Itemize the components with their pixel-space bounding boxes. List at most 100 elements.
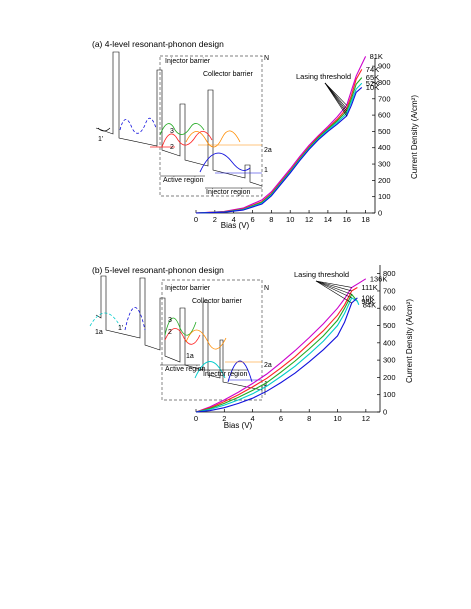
y-tick-label: 700 [383, 286, 396, 295]
panel-b-inset-label-1a-left: 1a [95, 329, 103, 336]
series-line-98K [195, 293, 358, 413]
series-label-65K: 65K [366, 73, 379, 82]
threshold-pointer-98K [315, 280, 352, 295]
panel-b-inset-label-3: 3 [168, 317, 172, 324]
panel-a-xlabel: Bias (V) [221, 221, 250, 230]
y-tick-label: 400 [378, 143, 391, 152]
series-line-111K [195, 287, 358, 413]
x-tick-label: 12 [305, 215, 313, 224]
panel-a-threshold-annotation: Lasing threshold [296, 72, 351, 117]
panel-b-inset-label-2: 2 [168, 329, 172, 336]
y-tick-label: 300 [383, 356, 396, 365]
y-tick-label: 100 [383, 390, 396, 399]
panel-a-inset-label-2: 2 [170, 144, 174, 151]
series-label-111K: 111K [361, 283, 377, 292]
panel-b-wf-orange [185, 329, 227, 350]
y-tick-label: 500 [383, 321, 396, 330]
panel-b-inset-label-injector-barrier: Injector barrier [165, 285, 211, 292]
panel-a-conduction-band [95, 51, 263, 187]
panel-b-inset-label-active-region: Active region [165, 366, 206, 373]
series-line-136K [195, 278, 367, 413]
x-tick-label: 4 [232, 215, 236, 224]
threshold-pointer-84K [315, 280, 352, 299]
panel-a-wf-red [161, 131, 213, 148]
panel-b-threshold-annotation: Lasing threshold [294, 270, 352, 304]
panel-a: (a) 4-level resonant-phonon design N Inj… [92, 39, 419, 230]
panel-a-title: (a) 4-level resonant-phonon design [92, 39, 224, 49]
panel-a-inset-label-collector-barrier: Collector barrier [203, 71, 253, 78]
panel-b-title: (b) 5-level resonant-phonon design [92, 265, 224, 275]
panel-b-series [195, 278, 367, 413]
panel-b-wf-green [164, 317, 197, 336]
panel-b-inset-box [161, 279, 263, 401]
y-tick-label: 100 [378, 192, 391, 201]
x-tick-label: 18 [361, 215, 369, 224]
x-tick-label: 10 [333, 414, 341, 423]
panel-a-inset-label-active-region: Active region [163, 177, 204, 184]
panel-a-wf-1prime [97, 127, 111, 132]
panel-a-inset-label-injector-barrier: Injector barrier [165, 58, 211, 65]
threshold-pointer-111K [315, 280, 352, 292]
panel-a-wf-orange [185, 130, 241, 148]
y-tick-label: 400 [383, 338, 396, 347]
x-tick-label: 2 [222, 414, 226, 423]
y-tick-label: 500 [378, 127, 391, 136]
x-tick-label: 0 [194, 215, 198, 224]
x-tick-label: 10 [286, 215, 294, 224]
x-tick-label: 0 [194, 414, 198, 423]
series-label-84K: 84K [363, 300, 376, 309]
y-tick-label: 700 [378, 94, 391, 103]
panel-b-inset-label-injector-region: Injector region [203, 371, 247, 378]
panel-a-wf-dashed-blue [119, 117, 157, 134]
panel-a-series [195, 56, 367, 214]
threshold-pointer-10K [324, 82, 347, 117]
x-tick-label: 2 [213, 215, 217, 224]
panel-b-conduction-band [95, 275, 266, 395]
panel-a-wf-green [159, 123, 205, 136]
panel-b-wf-red [164, 328, 201, 345]
x-tick-label: 16 [343, 215, 351, 224]
series-label-10K: 10K [361, 293, 374, 302]
series-line-81K [195, 56, 367, 214]
y-tick-label: 800 [383, 269, 396, 278]
x-tick-label: 14 [324, 215, 332, 224]
panel-b-inset-label-collector-barrier: Collector barrier [192, 298, 242, 305]
y-tick-label: 600 [378, 111, 391, 120]
threshold-pointer-10K [315, 280, 352, 304]
panel-b-xlabel: Bias (V) [224, 421, 253, 430]
y-tick-label: 300 [378, 160, 391, 169]
panel-b-inset-label-N: N [264, 285, 269, 292]
y-tick-label: 600 [383, 304, 396, 313]
series-line-10K [195, 86, 363, 214]
series-label-52K: 52K [366, 79, 379, 88]
panel-a-band-diagram: N Injector barrier Collector barrier 1' … [95, 51, 272, 197]
y-tick-label: 200 [378, 176, 391, 185]
series-label-10K: 10K [366, 83, 379, 92]
panel-b-ylabel: Current Density (A/cm²) [405, 299, 414, 383]
x-tick-label: 12 [362, 414, 370, 423]
panel-a-inset-label-3: 3 [170, 128, 174, 135]
panel-a-inset-label-1prime: 1' [98, 136, 103, 143]
x-tick-label: 6 [279, 414, 283, 423]
panel-a-axes: 0 2 4 6 8 10 12 14 16 18 0 100 200 300 400 500 600 700 800… [194, 58, 391, 224]
panel-a-ylabel: Current Density (A/cm²) [410, 95, 419, 179]
panel-b: (b) 5-level resonant-phonon design N Inj… [89, 265, 414, 430]
panel-a-inset-label-1: 1 [264, 167, 268, 174]
panel-b-wf-blue [227, 360, 253, 383]
panel-b-axes: 0 2 4 6 8 10 12 0 100 200 300 400 500 600 700 800 [194, 265, 396, 423]
series-label-74K: 74K [366, 65, 379, 74]
series-label-81K: 81K [370, 52, 383, 61]
lasing-threshold-label: Lasing threshold [296, 72, 351, 81]
x-tick-label: 4 [251, 414, 255, 423]
panel-a-inset-label-injector-region: Injector region [206, 189, 250, 196]
series-line-10K [195, 297, 358, 413]
panel-b-inset-label-1prime: 1' [118, 325, 123, 332]
panel-b-wf-dashed-cyan [89, 312, 121, 327]
y-tick-label: 0 [378, 209, 382, 218]
series-label-98K: 98K [361, 297, 374, 306]
series-label-136K: 136K [370, 274, 388, 283]
x-tick-label: 8 [269, 215, 273, 224]
